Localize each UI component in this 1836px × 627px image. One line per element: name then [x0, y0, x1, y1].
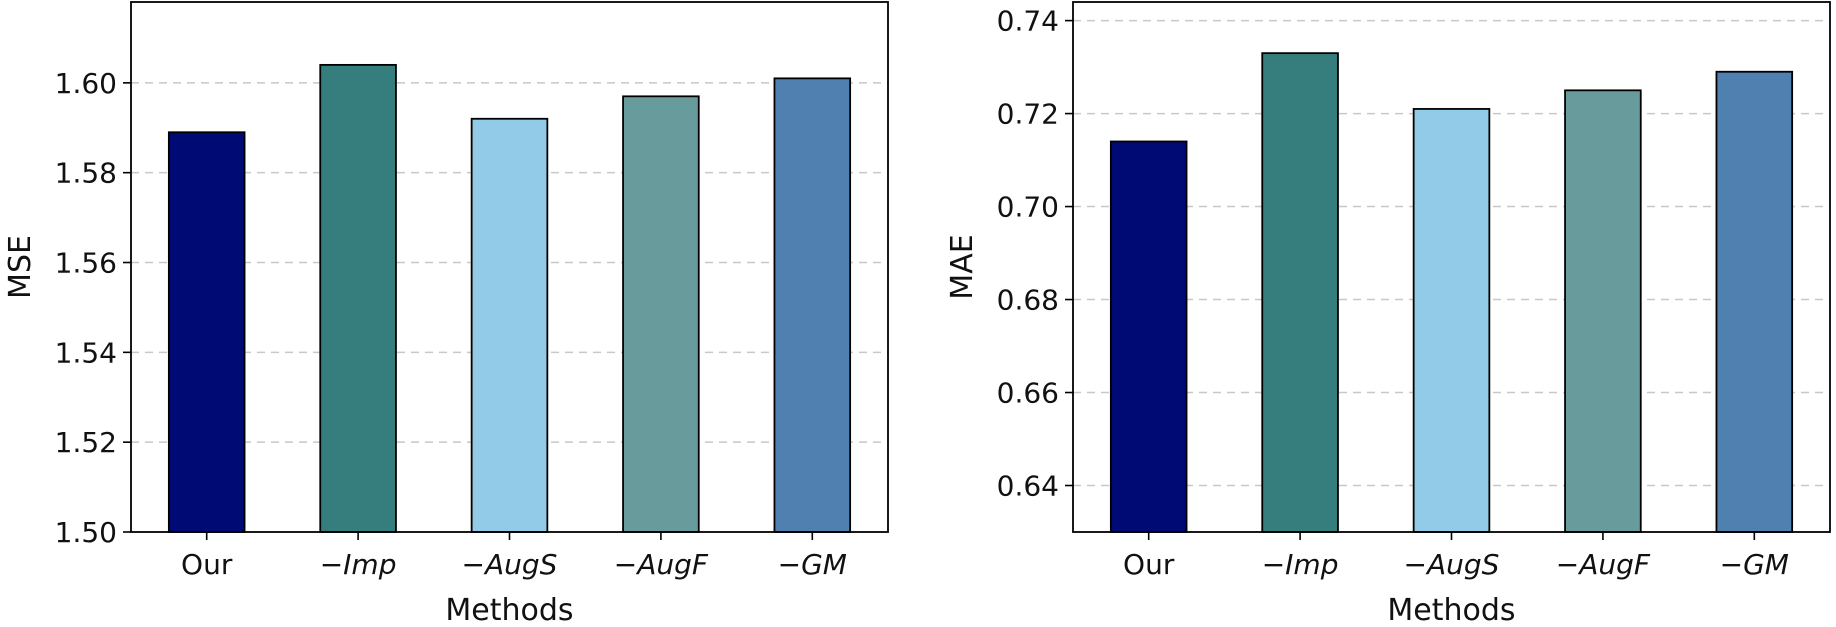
- bar: [1412, 108, 1491, 533]
- mse-chart: 1.50 1.52 1.54 1.56 1.58 1.60 Our −Imp −AugS −Aug…: [3, 1, 889, 627]
- x-tick-label: −Imp: [320, 548, 397, 581]
- x-tick-label: −Imp: [1262, 548, 1339, 581]
- y-tick-label: 0.66: [997, 377, 1059, 410]
- x-tick-label: −AugS: [1404, 548, 1500, 581]
- y-tick-label: 0.72: [997, 98, 1059, 131]
- x-tick-label: −AugF: [1556, 548, 1651, 581]
- x-tick-label: −AugF: [614, 548, 709, 581]
- bar: [1564, 89, 1642, 533]
- y-tick-label: 0.70: [997, 191, 1059, 224]
- mae-chart: 0.64 0.66 0.68 0.70 0.72 0.74 Our −Imp −AugS −Aug…: [945, 1, 1831, 627]
- bar: [319, 63, 397, 533]
- x-axis-label: Methods: [1387, 593, 1515, 627]
- x-tick-label: −GM: [1720, 548, 1789, 581]
- y-tick-label: 1.60: [55, 67, 117, 100]
- bar: [773, 77, 852, 533]
- x-tick-label: Our: [1123, 548, 1175, 581]
- y-tick-label: 0.68: [997, 284, 1059, 317]
- bar: [167, 131, 246, 533]
- x-tick-label: Our: [181, 548, 233, 581]
- y-tick-label: 1.50: [55, 516, 117, 549]
- x-axis-label: Methods: [445, 593, 573, 627]
- x-tick-label: −GM: [778, 548, 847, 581]
- y-tick-label: 0.74: [997, 5, 1059, 38]
- y-tick-label: 0.64: [997, 470, 1059, 503]
- y-tick-label: 1.58: [55, 157, 117, 190]
- bar: [1715, 70, 1794, 533]
- y-axis-label: MSE: [3, 235, 38, 299]
- y-axis-label: MAE: [945, 234, 980, 299]
- x-tick-label: −AugS: [462, 548, 558, 581]
- bar: [1109, 140, 1188, 533]
- y-tick-label: 1.56: [55, 247, 117, 280]
- bar: [1261, 52, 1339, 533]
- bar: [622, 95, 700, 533]
- y-tick-label: 1.52: [55, 426, 117, 459]
- y-tick-label: 1.54: [55, 336, 117, 369]
- bar: [470, 117, 549, 533]
